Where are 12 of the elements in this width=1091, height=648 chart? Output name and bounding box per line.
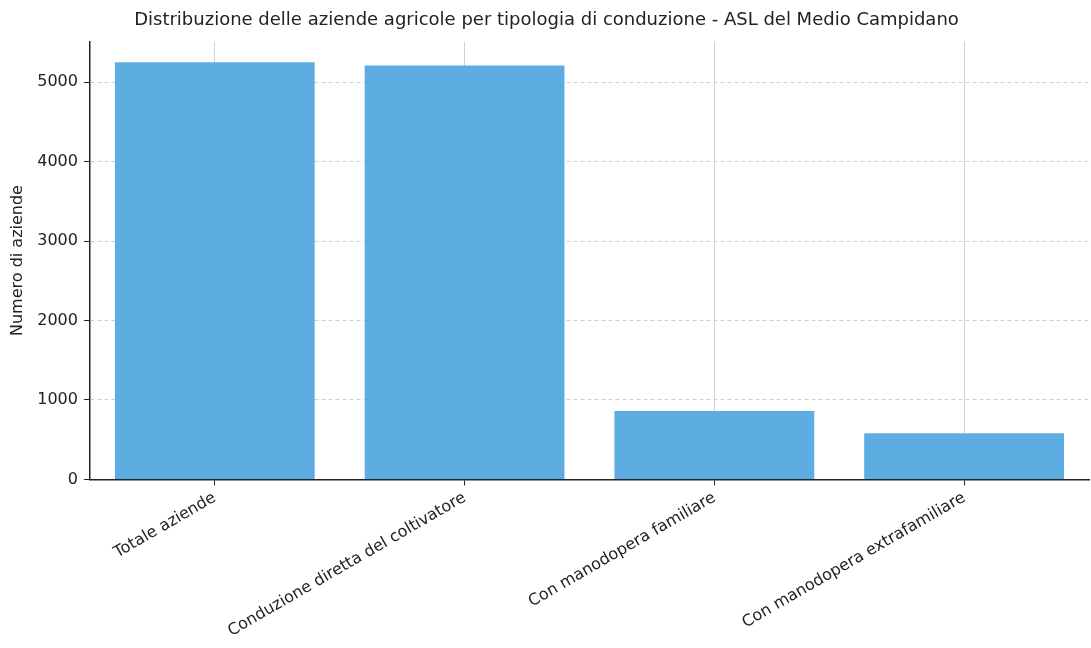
bar	[114, 62, 315, 479]
bar	[864, 433, 1065, 479]
bar	[364, 65, 565, 479]
bar	[614, 411, 815, 479]
y-axis-title: Numero di aziende	[6, 185, 26, 336]
y-tick-label: 1000	[37, 389, 78, 409]
y-tick-label: 0	[67, 468, 78, 488]
chart-title: Distribuzione delle aziende agricole per tipologia di conduzione - ASL del Medio Campidano	[134, 8, 959, 30]
y-tick-label: 4000	[37, 150, 78, 170]
y-tick-label: 5000	[37, 71, 78, 91]
y-tick-label: 3000	[37, 230, 78, 250]
y-tick-label: 2000	[37, 309, 78, 329]
